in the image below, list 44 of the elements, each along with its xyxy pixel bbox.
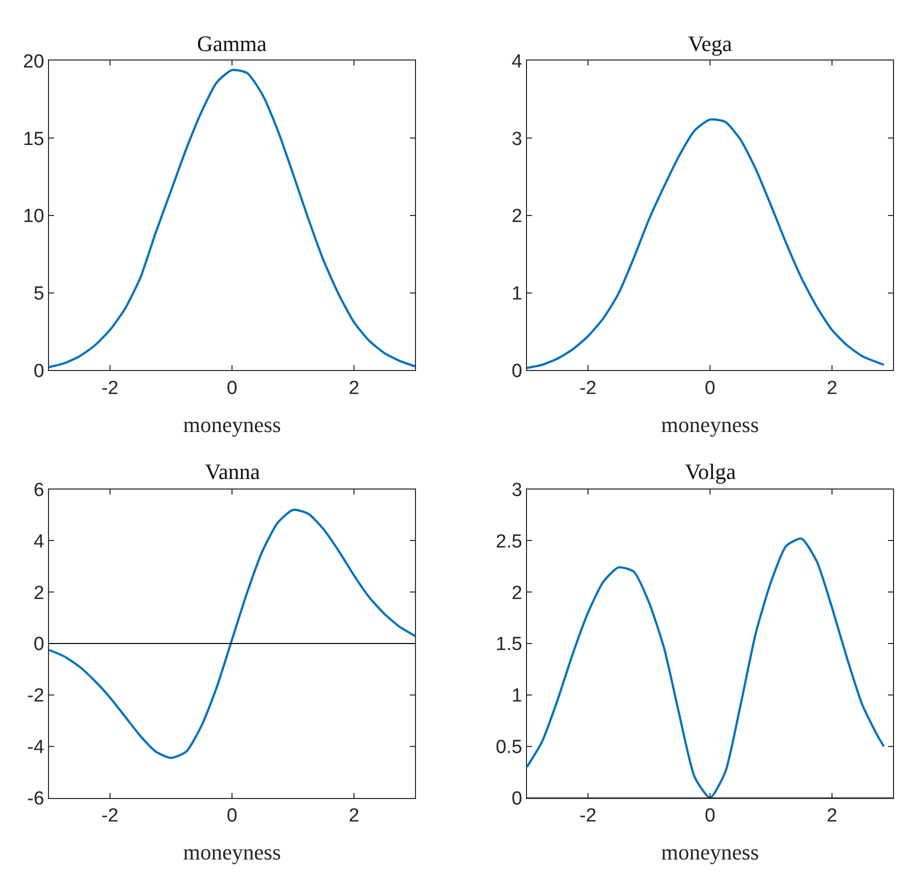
x-tick-label: -2 [102, 806, 118, 827]
x-tick-label: -2 [102, 378, 118, 400]
y-tick-label: 1.5 [496, 634, 522, 656]
y-tick-label: 0 [512, 360, 522, 382]
y-tick-label: -4 [27, 737, 45, 758]
x-axis-title: moneyness [661, 840, 759, 865]
y-tick-label: 0 [34, 360, 44, 382]
y-tick-label: 1 [512, 283, 522, 304]
x-tick-label: -2 [580, 806, 596, 827]
x-tick-label: 2 [348, 378, 360, 400]
y-tick-label: -6 [27, 788, 44, 810]
x-tick-label: -2 [580, 378, 596, 400]
y-tick-label: 6 [34, 480, 44, 501]
x-tick-label: 2 [826, 806, 838, 827]
y-tick-label: 2.5 [496, 531, 522, 552]
x-tick-label: 0 [704, 378, 716, 400]
x-axis-title: moneyness [183, 840, 281, 865]
y-tick-label: 4 [34, 531, 45, 552]
y-tick-label: -2 [27, 686, 44, 707]
y-tick-label: 0 [34, 634, 44, 656]
x-axis-title: moneyness [183, 412, 281, 437]
y-tick-label: 10 [23, 206, 44, 228]
y-tick-label: 2 [512, 206, 522, 228]
x-tick-label: 0 [226, 378, 238, 400]
x-tick-label: 0 [226, 806, 238, 827]
y-tick-label: 0.5 [496, 737, 522, 758]
chart-title: Vanna [205, 459, 260, 484]
y-tick-label: 20 [23, 51, 44, 72]
x-tick-label: 0 [704, 806, 716, 827]
y-tick-label: 0 [512, 788, 522, 810]
chart-title: Volga [685, 459, 736, 484]
chart-title: Gamma [197, 31, 267, 56]
x-tick-label: 2 [826, 378, 838, 400]
chart-title: Vega [688, 31, 732, 56]
y-tick-label: 3 [512, 480, 522, 501]
y-tick-label: 5 [34, 283, 44, 304]
y-tick-label: 2 [34, 582, 44, 604]
x-axis-title: moneyness [661, 412, 759, 437]
x-tick-label: 2 [348, 806, 360, 827]
y-tick-label: 2 [512, 582, 522, 604]
y-tick-label: 15 [23, 128, 44, 150]
y-tick-label: 1 [512, 686, 522, 707]
y-tick-label: 4 [512, 51, 523, 72]
y-tick-label: 3 [512, 128, 522, 150]
